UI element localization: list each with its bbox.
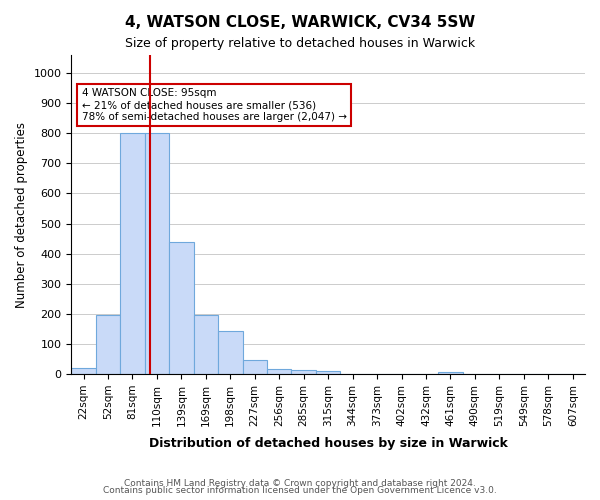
Text: 4, WATSON CLOSE, WARWICK, CV34 5SW: 4, WATSON CLOSE, WARWICK, CV34 5SW <box>125 15 475 30</box>
Text: Contains HM Land Registry data © Crown copyright and database right 2024.: Contains HM Land Registry data © Crown c… <box>124 478 476 488</box>
Bar <box>316 371 340 374</box>
Bar <box>96 316 120 374</box>
Bar <box>169 242 194 374</box>
Bar <box>194 316 218 374</box>
Y-axis label: Number of detached properties: Number of detached properties <box>15 122 28 308</box>
Text: Size of property relative to detached houses in Warwick: Size of property relative to detached ho… <box>125 38 475 51</box>
Bar <box>242 360 267 374</box>
Bar <box>267 369 292 374</box>
Text: 4 WATSON CLOSE: 95sqm
← 21% of detached houses are smaller (536)
78% of semi-det: 4 WATSON CLOSE: 95sqm ← 21% of detached … <box>82 88 347 122</box>
Bar <box>218 331 242 374</box>
Bar <box>120 134 145 374</box>
Bar <box>145 134 169 374</box>
Bar <box>71 368 96 374</box>
Bar <box>438 372 463 374</box>
Bar <box>292 370 316 374</box>
Text: Contains public sector information licensed under the Open Government Licence v3: Contains public sector information licen… <box>103 486 497 495</box>
X-axis label: Distribution of detached houses by size in Warwick: Distribution of detached houses by size … <box>149 437 508 450</box>
